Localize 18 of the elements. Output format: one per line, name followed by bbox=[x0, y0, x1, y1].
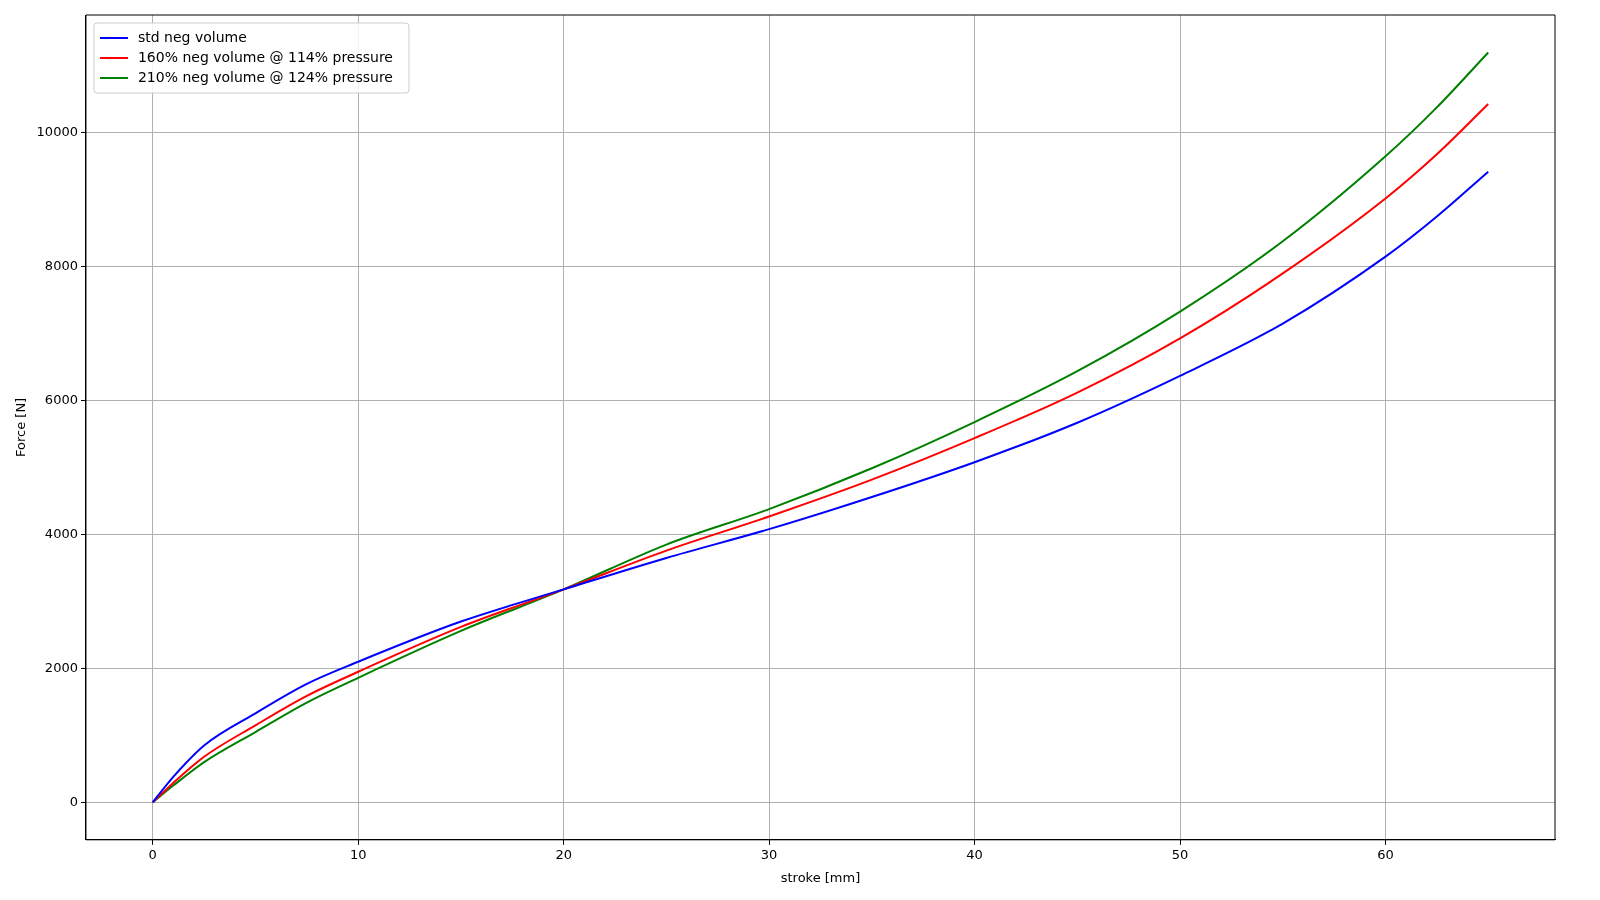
x-tick-label: 40 bbox=[966, 846, 983, 862]
y-tick-label: 4000 bbox=[44, 525, 78, 541]
x-tick-label: 0 bbox=[148, 846, 157, 862]
y-tick-label: 2000 bbox=[44, 659, 78, 675]
legend-label: 160% neg volume @ 114% pressure bbox=[137, 48, 393, 65]
legend-label: 210% neg volume @ 124% pressure bbox=[137, 68, 393, 85]
x-tick-label: 10 bbox=[349, 846, 367, 862]
x-tick-label: 60 bbox=[1377, 846, 1394, 862]
y-tick-label: 8000 bbox=[44, 258, 78, 274]
y-tick-label: 10000 bbox=[36, 124, 78, 140]
x-tick-label: 50 bbox=[1171, 846, 1189, 862]
legend-label: std neg volume bbox=[137, 28, 247, 45]
y-tick-label: 6000 bbox=[44, 392, 78, 407]
x-axis-title: stroke [mm] bbox=[780, 869, 861, 885]
y-axis-title: Force [N] bbox=[13, 397, 29, 457]
x-tick-label: 20 bbox=[555, 846, 572, 862]
x-tick-label: 30 bbox=[760, 846, 778, 862]
y-tick-label: 0 bbox=[69, 793, 78, 809]
